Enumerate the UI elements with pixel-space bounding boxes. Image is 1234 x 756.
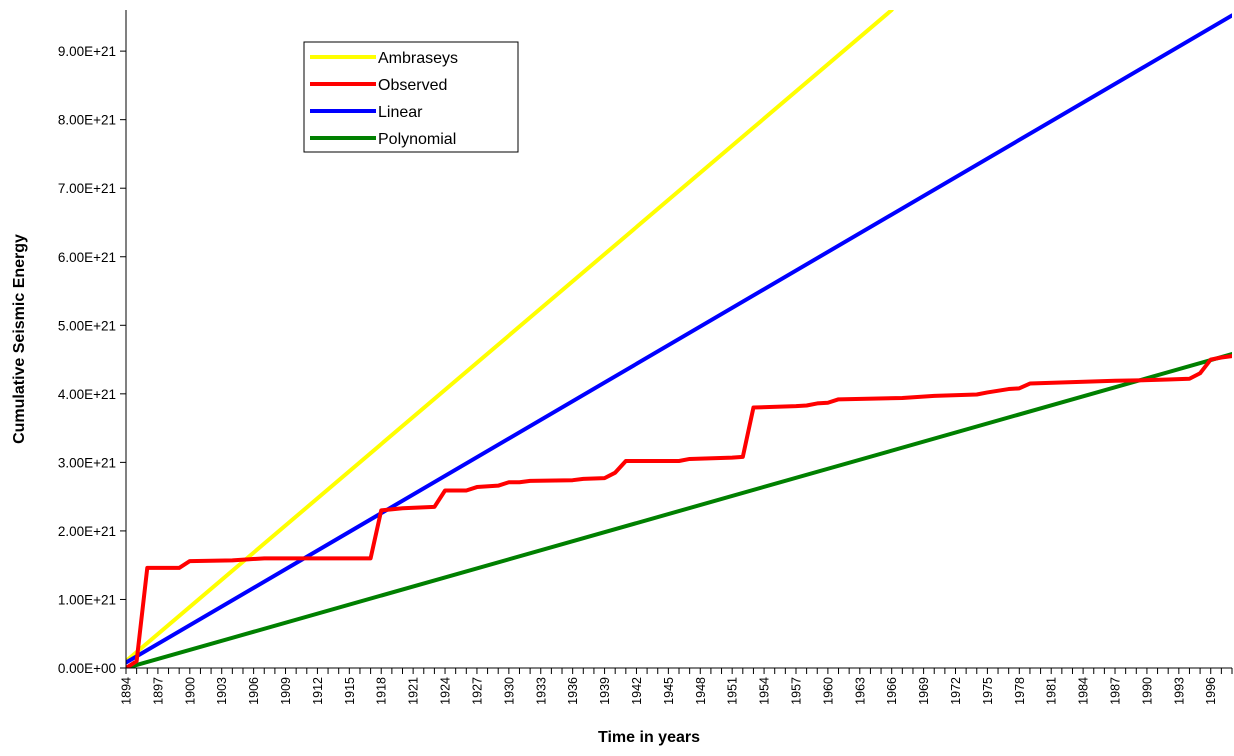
y-tick-label: 4.00E+21 [58,387,116,402]
x-axis-title: Time in years [598,729,700,746]
x-tick-label: 1930 [502,677,516,705]
x-tick-label: 1981 [1045,677,1059,705]
y-axis-ticks: 0.00E+00 1.00E+21 2.00E+21 3.00E+21 4.00E+21… [58,44,126,676]
x-tick-label: 1954 [758,677,772,705]
x-tick-label: 1921 [407,677,421,705]
y-tick-label: 6.00E+21 [58,250,116,265]
x-tick-label: 1987 [1109,677,1123,705]
x-tick-label: 1909 [279,677,293,705]
x-tick-label: 1960 [821,677,835,705]
x-tick-label: 1906 [247,677,261,705]
x-tick-label: 1978 [1013,677,1027,705]
x-tick-label: 1939 [598,677,612,705]
y-axis-title: Cumulative Seismic Energy [11,234,28,444]
x-tick-label: 1924 [439,677,453,705]
y-tick-label: 0.00E+00 [58,661,116,676]
y-tick-label: 5.00E+21 [58,318,116,333]
y-tick-label: 7.00E+21 [58,181,116,196]
x-tick-label: 1990 [1140,677,1154,705]
y-tick-label: 8.00E+21 [58,113,116,128]
x-tick-label: 1933 [534,677,548,705]
series-line-linear [126,13,1232,665]
x-tick-label: 1963 [853,677,867,705]
x-tick-label: 1915 [343,677,357,705]
legend-box [303,41,519,153]
x-tick-label: 1984 [1077,677,1091,705]
x-tick-label: 1951 [726,677,740,705]
x-tick-label: 1948 [694,677,708,705]
x-tick-label: 1927 [470,677,484,705]
x-tick-label: 1936 [566,677,580,705]
x-tick-label: 1969 [917,677,931,705]
legend: Ambraseys Observed Linear Polynomial [303,41,519,153]
legend-label-ambraseys: Ambraseys [378,50,458,67]
x-tick-label: 1945 [662,677,676,705]
y-tick-label: 3.00E+21 [58,455,116,470]
x-tick-label: 1900 [183,677,197,705]
x-tick-label: 1903 [215,677,229,705]
legend-label-polynomial: Polynomial [378,131,456,148]
x-tick-label: 1972 [949,677,963,705]
series-line-polynomial [126,352,1232,668]
legend-label-linear: Linear [378,104,423,121]
x-tick-label: 1996 [1204,677,1218,705]
x-tick-label: 1975 [981,677,995,705]
y-tick-label: 9.00E+21 [58,44,116,59]
series-line-ambraseys [126,10,894,664]
series-line-observed [126,354,1232,668]
y-tick-label: 2.00E+21 [58,524,116,539]
legend-label-observed: Observed [378,77,447,94]
x-tick-label: 1942 [630,677,644,705]
x-tick-label: 1957 [789,677,803,705]
x-tick-label: 1918 [375,677,389,705]
x-tick-label: 1993 [1172,677,1186,705]
y-tick-label: 1.00E+21 [58,592,116,607]
x-tick-label: 1897 [151,677,165,705]
x-axis-ticks: 1894 1897 1900 1903 1906 1909 1912 1915 1918 1921… [120,668,1233,705]
x-tick-label: 1894 [120,677,134,705]
x-tick-label: 1966 [885,677,899,705]
plot-lines [126,10,1232,668]
x-tick-label: 1912 [311,677,325,705]
